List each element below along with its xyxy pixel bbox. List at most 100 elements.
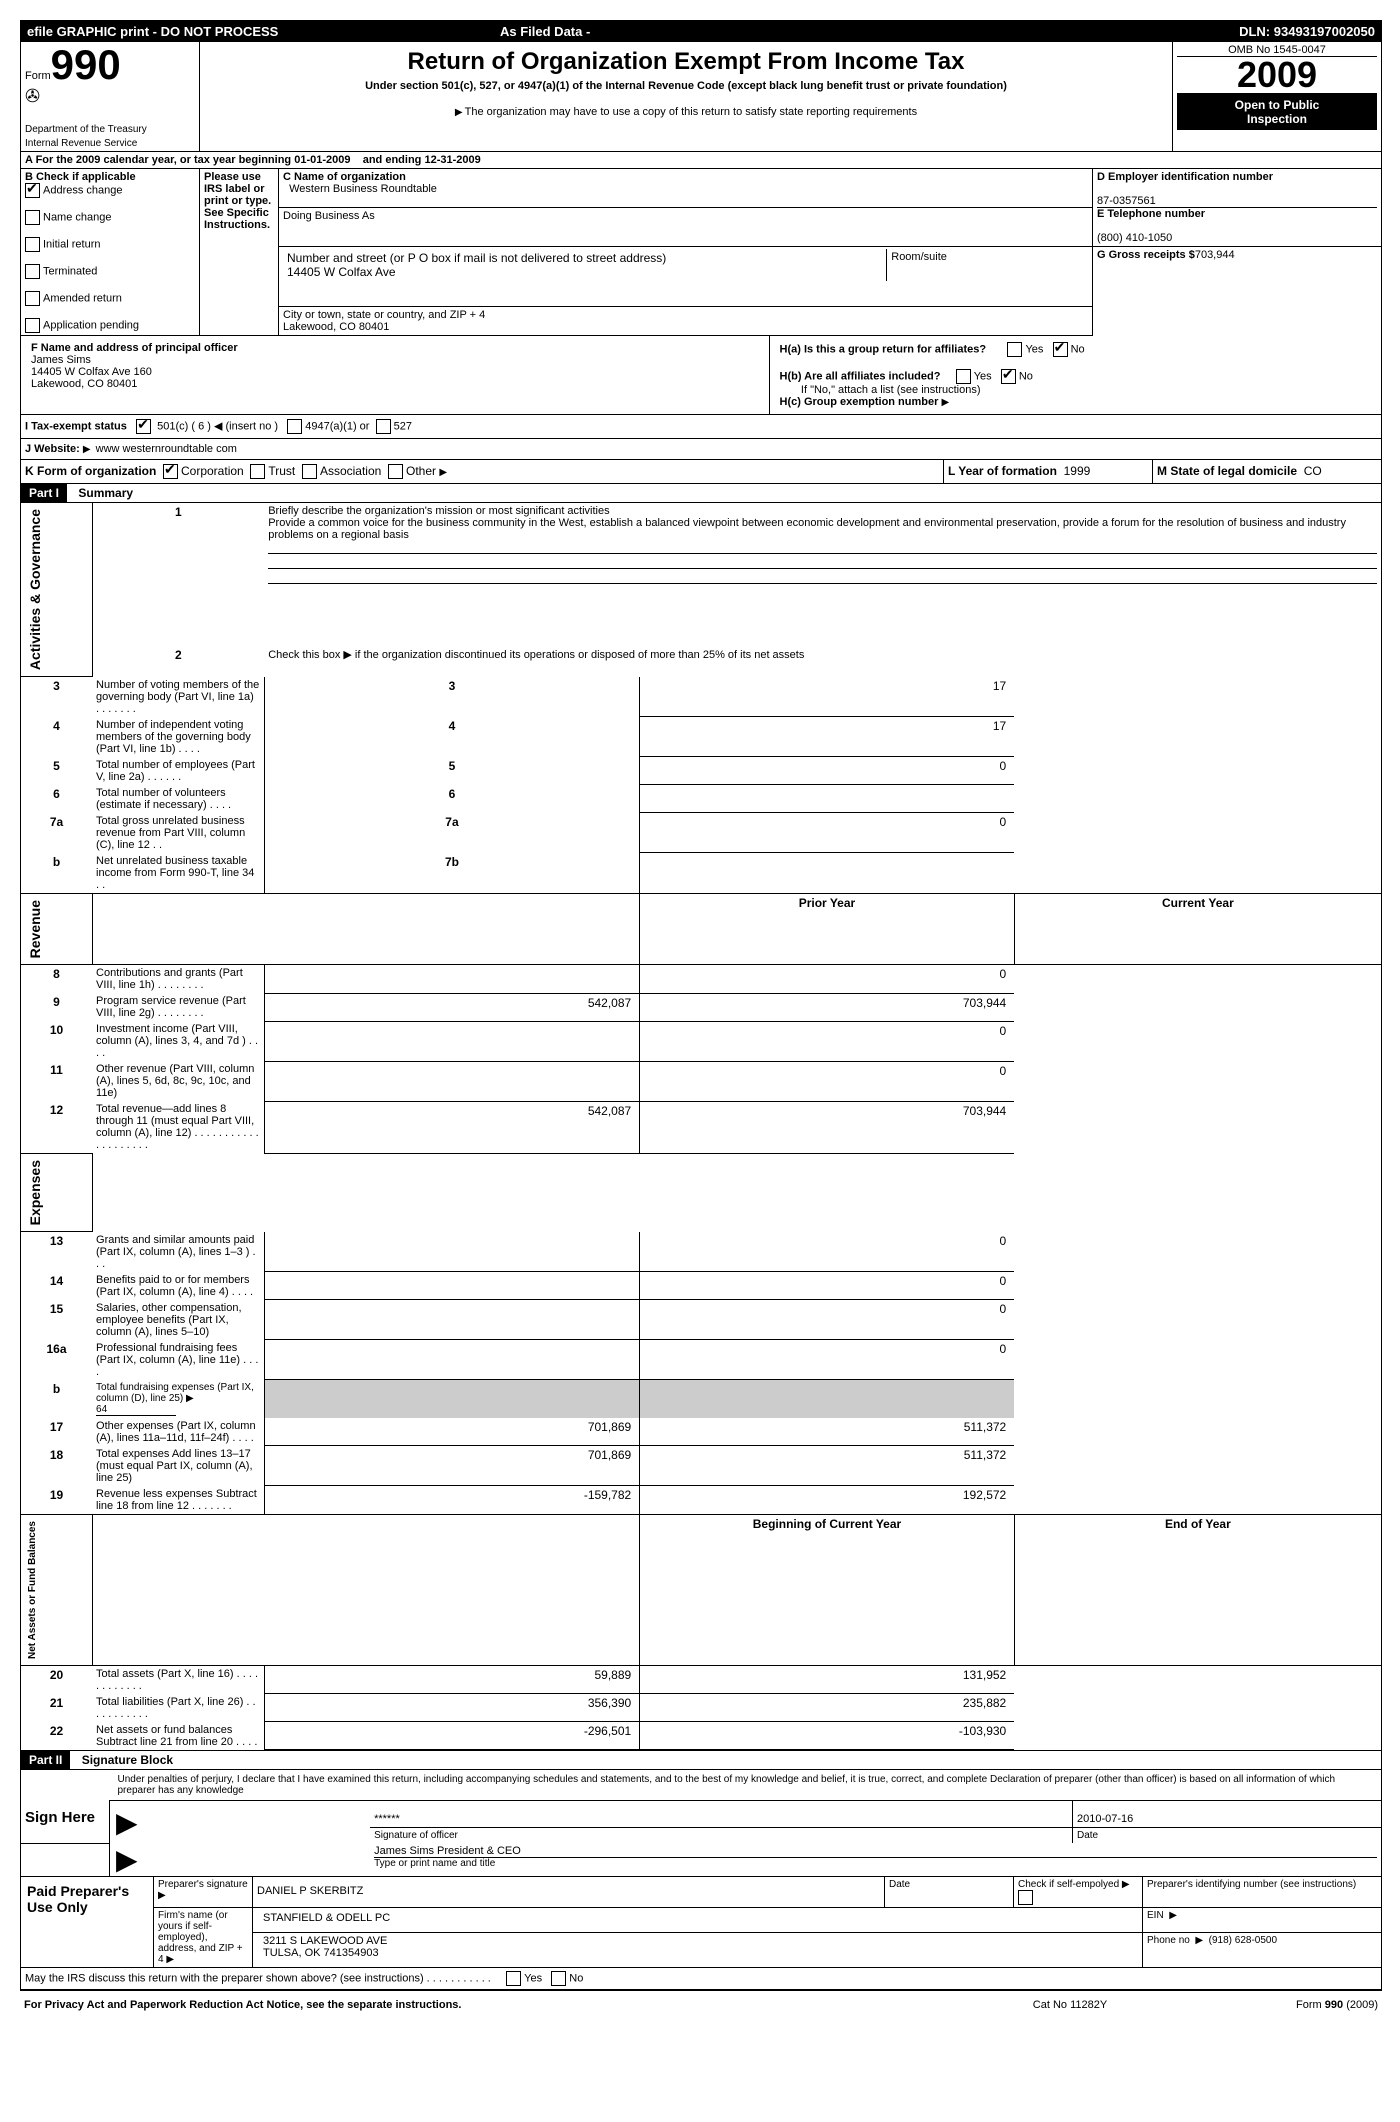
k-trust: Trust — [268, 464, 295, 478]
col-begin: Beginning of Current Year — [640, 1514, 1015, 1665]
row-label: Other expenses (Part IX, column (A), lin… — [92, 1418, 264, 1446]
row-label: Total assets (Part X, line 16) . . . . .… — [92, 1665, 264, 1694]
form-header: Form990 ✇ Department of the Treasury Int… — [21, 42, 1381, 152]
chk-assoc[interactable] — [302, 464, 317, 479]
row-value: 0 — [640, 813, 1015, 853]
chk-discuss-yes[interactable] — [506, 1971, 521, 1986]
row-num: 10 — [21, 1021, 92, 1061]
i-label: I Tax-exempt status — [25, 420, 127, 432]
chk-pending[interactable] — [25, 318, 40, 333]
row-ref: 7b — [264, 853, 640, 894]
form-id-cell: Form990 ✇ Department of the Treasury Int… — [21, 42, 200, 152]
line-i: I Tax-exempt status 501(c) ( 6 ) ◀ (inse… — [21, 415, 1381, 439]
row-num: 15 — [21, 1300, 92, 1340]
line2: Check this box ▶ if the organization dis… — [264, 646, 1381, 677]
prior-value: 542,087 — [264, 1101, 640, 1153]
firm-addr2: TULSA, OK 741354903 — [263, 1947, 379, 1959]
c-name-label: C Name of organization — [283, 171, 406, 183]
chk-hb-no[interactable] — [1001, 369, 1016, 384]
topbar-mid: As Filed Data - — [494, 21, 687, 42]
vlabel-exp: Expenses — [25, 1156, 45, 1229]
row-value — [640, 785, 1015, 813]
please-cell: Please use IRS label or print or type. S… — [200, 169, 279, 336]
chk-terminated[interactable] — [25, 264, 40, 279]
chk-address-change[interactable] — [25, 183, 40, 198]
room-label: Room/suite — [887, 249, 1088, 281]
current-value: 0 — [640, 1340, 1015, 1380]
row-ref: 4 — [264, 717, 640, 757]
type-name-label: Type or print name and title — [374, 1857, 1377, 1869]
dept-treasury: Department of the Treasury — [25, 124, 147, 135]
prep-sig-label: Preparer's signature — [158, 1879, 248, 1890]
chk-name-change[interactable] — [25, 210, 40, 225]
chk-ha-yes[interactable] — [1007, 342, 1022, 357]
col-prior: Prior Year — [640, 893, 1015, 964]
dept-irs: Internal Revenue Service — [25, 138, 137, 149]
chk-501c[interactable] — [136, 419, 151, 434]
dba-label: Doing Business As — [283, 210, 375, 222]
discuss-text: May the IRS discuss this return with the… — [25, 1973, 491, 1985]
topbar-blank — [687, 21, 1120, 42]
chk-527[interactable] — [376, 419, 391, 434]
form-number: 990 — [51, 41, 121, 88]
row-num: 18 — [21, 1446, 92, 1486]
row-label: Benefits paid to or for members (Part IX… — [92, 1272, 264, 1300]
prior-value — [264, 1232, 640, 1272]
row-label: Total number of employees (Part V, line … — [92, 757, 264, 785]
domicile-state: CO — [1304, 464, 1322, 478]
chk-4947[interactable] — [287, 419, 302, 434]
form-word: Form — [25, 70, 51, 82]
org-name: Western Business Roundtable — [289, 183, 437, 195]
city-cell: City or town, state or country, and ZIP … — [279, 307, 1093, 336]
current-value: -103,930 — [640, 1722, 1015, 1750]
part2-num: Part II — [21, 1751, 70, 1769]
sig-arrow-icon: ▶ — [110, 1801, 371, 1844]
footer-left: For Privacy Act and Paperwork Reduction … — [20, 1997, 966, 2013]
arrow-icon: ▶ — [1195, 1935, 1203, 1946]
current-value: 235,882 — [640, 1694, 1015, 1722]
a-end: 12-31-2009 — [424, 154, 480, 166]
line-j: J Website: www westernroundtable com — [21, 439, 1381, 460]
row-num: 5 — [21, 757, 92, 785]
c-name-cell: C Name of organization Western Business … — [279, 169, 1093, 207]
row-num: b — [21, 853, 92, 894]
firm-label-cell: Firm's name (or yours if self-employed),… — [154, 1908, 253, 1968]
prior-value — [264, 1021, 640, 1061]
hc-label: H(c) Group exemption number — [780, 396, 939, 408]
hb-yes: Yes — [974, 370, 992, 382]
b-label: B Check if applicable — [25, 171, 136, 183]
chk-self-emp[interactable] — [1018, 1890, 1033, 1905]
form-subtitle: Under section 501(c), 527, or 4947(a)(1)… — [204, 80, 1168, 92]
chk-trust[interactable] — [250, 464, 265, 479]
row-label: Contributions and grants (Part VIII, lin… — [92, 965, 264, 994]
prior-value — [264, 1061, 640, 1101]
chk-initial-return[interactable] — [25, 237, 40, 252]
chk-discuss-no[interactable] — [551, 1971, 566, 1986]
entity-block: B Check if applicable Address change Nam… — [21, 169, 1381, 336]
topbar-left: efile GRAPHIC print - DO NOT PROCESS — [21, 21, 494, 42]
tax-year: 2009 — [1177, 57, 1377, 94]
officer-addr2: Lakewood, CO 80401 — [31, 378, 137, 390]
chk-ha-no[interactable] — [1053, 342, 1068, 357]
chk-corp[interactable] — [163, 464, 178, 479]
row-label: Number of independent voting members of … — [92, 717, 264, 757]
chk-amended[interactable] — [25, 291, 40, 306]
vlabel-net: Net Assets or Fund Balances — [25, 1517, 40, 1663]
arrow-icon — [941, 396, 951, 408]
city-label: City or town, state or country, and ZIP … — [283, 309, 485, 321]
arrow-icon — [439, 464, 449, 478]
prior-value: 356,390 — [264, 1694, 640, 1722]
i-527: 527 — [394, 420, 412, 432]
top-bar: efile GRAPHIC print - DO NOT PROCESS As … — [21, 21, 1381, 42]
firm-label: Firm's name (or yours if self-employed),… — [158, 1910, 243, 1965]
a-prefix: A For the 2009 calendar year, or tax yea… — [25, 154, 291, 166]
chk-other[interactable] — [388, 464, 403, 479]
mission-label: Briefly describe the organization's miss… — [268, 505, 609, 517]
row-ref: 7a — [264, 813, 640, 853]
d-label: D Employer identification number — [1097, 171, 1273, 183]
prior-value: 701,869 — [264, 1418, 640, 1446]
chk-hb-yes[interactable] — [956, 369, 971, 384]
section-f: F Name and address of principal officer … — [21, 336, 769, 415]
row-num: b — [21, 1380, 92, 1418]
officer-addr1: 14405 W Colfax Ave 160 — [31, 366, 152, 378]
